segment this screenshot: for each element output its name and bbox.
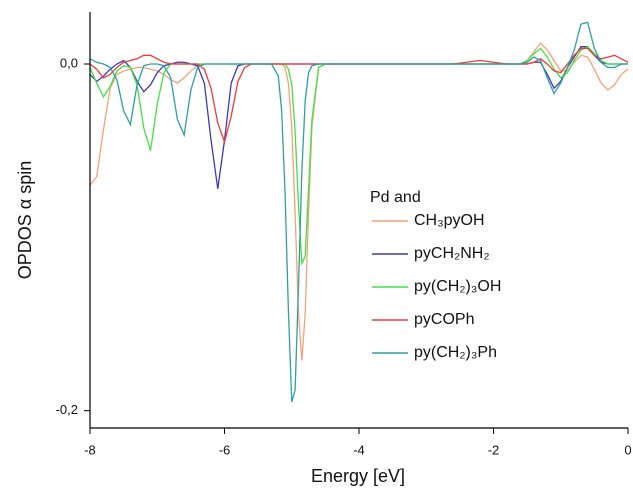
legend-label: py(CH₂)₃Ph: [414, 344, 497, 361]
legend-label: pyCH₂NH₂: [414, 245, 490, 262]
x-tick-label: -8: [84, 442, 96, 457]
x-tick-label: 0: [624, 442, 631, 457]
legend-label: pyCOPh: [414, 311, 474, 328]
legend-title: Pd and: [370, 189, 421, 206]
series-line: [89, 46, 628, 189]
x-tick-label: -4: [353, 442, 365, 457]
legend-label: py(CH₂)₃OH: [414, 278, 501, 295]
legend-label: CH₃pyOH: [414, 212, 485, 229]
plot-area: [89, 21, 629, 403]
x-axis-title: Energy [eV]: [311, 466, 405, 486]
y-tick-label: 0,0: [60, 55, 78, 70]
series-line: [89, 21, 628, 403]
y-tick-label: -0,2: [56, 402, 78, 417]
series-line: [89, 45, 628, 266]
series-line: [89, 42, 629, 361]
y-axis-title: OPDOS α spin: [15, 161, 35, 279]
x-tick-label: -6: [219, 442, 231, 457]
series-line: [89, 47, 629, 145]
x-tick-label: -2: [488, 442, 500, 457]
